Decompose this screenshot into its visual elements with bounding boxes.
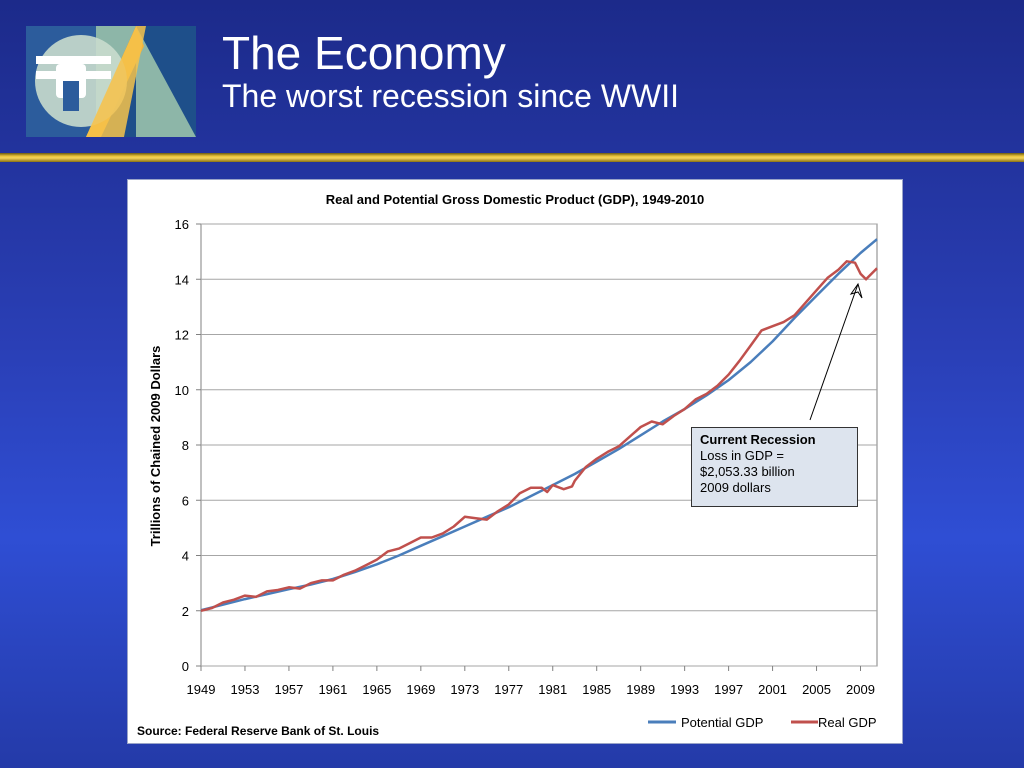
slide-title: The Economy <box>222 27 506 79</box>
y-tick-label: 6 <box>182 493 189 508</box>
y-tick-label: 14 <box>175 272 189 287</box>
y-tick-labels: 0 2 4 6 8 10 12 14 16 <box>175 217 189 674</box>
x-tick-labels: 1949 1953 1957 1961 1965 1969 1973 1977 1981 1985… <box>187 682 875 697</box>
x-tick-label: 1953 <box>231 682 260 697</box>
x-tick-label: 1961 <box>318 682 347 697</box>
series-layer <box>200 238 878 613</box>
x-tick-label: 1993 <box>670 682 699 697</box>
x-tick-label: 1981 <box>538 682 567 697</box>
title-block: The Economy The worst recession since WW… <box>222 28 679 114</box>
x-tick-label: 1977 <box>494 682 523 697</box>
y-tick-label: 16 <box>175 217 189 232</box>
annotation-arrowhead <box>849 282 863 299</box>
x-tick-label: 2001 <box>758 682 787 697</box>
x-tick-label: 1997 <box>714 682 743 697</box>
y-tick-label: 0 <box>182 659 189 674</box>
dining-fork-logo-icon <box>26 26 196 137</box>
annotation-line-3: 2009 dollars <box>700 480 771 495</box>
chart-panel: Real and Potential Gross Domestic Produc… <box>127 179 903 744</box>
x-tick-label: 1985 <box>582 682 611 697</box>
series-line-potential-gdp <box>200 238 878 612</box>
y-tick-label: 2 <box>182 604 189 619</box>
x-tick-label: 1969 <box>406 682 435 697</box>
annotation-line-1: Loss in GDP = <box>700 448 784 463</box>
annotation-box: Current Recession Loss in GDP = $2,053.3… <box>691 427 858 507</box>
x-tick-label: 1957 <box>274 682 303 697</box>
y-tick-label: 4 <box>182 549 189 564</box>
legend: Potential GDP Real GDP <box>648 715 877 730</box>
x-tick-label: 1989 <box>626 682 655 697</box>
legend-label-real-gdp: Real GDP <box>818 715 877 730</box>
x-tick-label: 1973 <box>450 682 479 697</box>
divider <box>0 153 1024 162</box>
x-tick-label: 1965 <box>362 682 391 697</box>
x-tick-label: 2009 <box>846 682 875 697</box>
grid <box>196 223 878 671</box>
source-note: Source: Federal Reserve Bank of St. Loui… <box>137 724 379 738</box>
legend-label-potential-gdp: Potential GDP <box>681 715 763 730</box>
y-tick-label: 8 <box>182 438 189 453</box>
chart-title: Real and Potential Gross Domestic Produc… <box>326 192 705 207</box>
annotation-title: Current Recession <box>700 432 816 447</box>
slide-subtitle: The worst recession since WWII <box>222 78 679 114</box>
y-tick-label: 10 <box>175 383 189 398</box>
x-tick-label: 1949 <box>187 682 216 697</box>
y-tick-label: 12 <box>175 328 189 343</box>
y-axis-title: Trillions of Chained 2009 Dollars <box>148 346 163 547</box>
annotation-arrow <box>809 283 859 421</box>
annotation-line-2: $2,053.33 billion <box>700 464 795 479</box>
series-line-real-gdp <box>200 260 878 613</box>
x-tick-label: 2005 <box>802 682 831 697</box>
gdp-chart: Real and Potential Gross Domestic Produc… <box>137 192 878 738</box>
